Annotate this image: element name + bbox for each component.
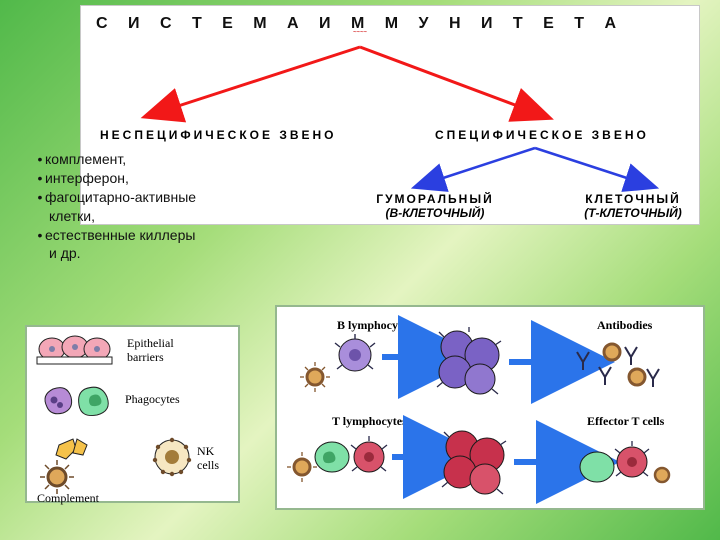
epithelial-label2: barriers bbox=[127, 350, 164, 364]
label-cellular: КЛЕТОЧНЫЙ (Т-КЛЕТОЧНЫЙ) bbox=[568, 192, 698, 220]
bullet-text: клетки, bbox=[45, 207, 95, 226]
bullet-item: •интерферон, bbox=[35, 169, 196, 188]
arrow-to-cellular bbox=[535, 148, 633, 180]
apc-icon bbox=[315, 442, 349, 472]
bullet-text: и др. bbox=[45, 244, 81, 263]
effector-t-label: Effector T cells bbox=[587, 414, 665, 428]
t-lymphocytes-label: T lymphocytes bbox=[332, 414, 407, 428]
label-specific: СПЕЦИФИЧЕСКОЕ ЗВЕНО bbox=[435, 128, 649, 142]
arrow-to-humoral bbox=[437, 148, 535, 180]
bullet-text: интерферон, bbox=[45, 169, 129, 188]
humoral-line1: ГУМОРАЛЬНЫЙ bbox=[376, 192, 493, 206]
b-cell-icon bbox=[335, 334, 375, 371]
bullet-text: фагоцитарно-активные bbox=[45, 188, 196, 207]
cellular-line1: КЛЕТОЧНЫЙ bbox=[585, 192, 681, 206]
b-lymphocytes-label: B lymphocytes bbox=[337, 318, 412, 332]
bullet-dot-icon: • bbox=[35, 188, 45, 207]
phagocytes-label: Phagocytes bbox=[125, 392, 180, 406]
b-cluster-icon bbox=[437, 327, 501, 394]
slide-root: С И С Т Е М А И М М У Н И Т Е Т А ~~~~ Н… bbox=[0, 0, 720, 540]
phagocytes-icon bbox=[45, 387, 108, 415]
nk-label1: NK bbox=[197, 444, 215, 458]
t-pathogen-icon bbox=[287, 452, 317, 482]
t-cluster-icon bbox=[442, 431, 506, 494]
bullet-text: естественные киллеры bbox=[45, 226, 195, 245]
humoral-line2: (В-КЛЕТОЧНЫЙ) bbox=[370, 206, 500, 220]
adaptive-cells-svg: B lymphocytes Antibodies bbox=[277, 307, 707, 512]
nk-cell-icon bbox=[153, 438, 191, 476]
bullet-text: комплемент, bbox=[45, 150, 126, 169]
antibodies-label: Antibodies bbox=[597, 318, 653, 332]
innate-cells-panel: Epithelial barriers Phagocytes bbox=[25, 325, 240, 503]
bullet-item: •фагоцитарно-активные bbox=[35, 188, 196, 207]
bullet-item: и др. bbox=[35, 244, 196, 263]
innate-cells-svg: Epithelial barriers Phagocytes bbox=[27, 327, 242, 505]
effector-t-icon bbox=[580, 441, 669, 482]
bullet-item: •естественные киллеры bbox=[35, 226, 196, 245]
epithelial-label: Epithelial bbox=[127, 336, 174, 350]
bullet-item: клетки, bbox=[35, 207, 196, 226]
arrow-to-nonspecific bbox=[172, 47, 360, 108]
label-humoral: ГУМОРАЛЬНЫЙ (В-КЛЕТОЧНЫЙ) bbox=[370, 192, 500, 220]
b-pathogen-icon bbox=[300, 362, 330, 392]
epithelial-cells-icon bbox=[37, 336, 112, 364]
bullet-dot-icon: • bbox=[35, 169, 45, 188]
bullet-dot-icon: • bbox=[35, 226, 45, 245]
arrow-to-specific bbox=[360, 47, 523, 108]
t-cell-icon bbox=[351, 436, 387, 472]
antibodies-icon bbox=[577, 344, 659, 387]
label-nonspecific: НЕСПЕЦИФИЧЕСКОЕ ЗВЕНО bbox=[100, 128, 337, 142]
nk-label2: cells bbox=[197, 458, 219, 472]
nonspecific-bullets: •комплемент,•интерферон,•фагоцитарно-акт… bbox=[35, 150, 196, 263]
bullet-dot-icon bbox=[35, 207, 45, 226]
complement-icon bbox=[40, 439, 87, 494]
adaptive-cells-panel: B lymphocytes Antibodies bbox=[275, 305, 705, 510]
cellular-line2: (Т-КЛЕТОЧНЫЙ) bbox=[568, 206, 698, 220]
bullet-item: •комплемент, bbox=[35, 150, 196, 169]
bullet-dot-icon: • bbox=[35, 150, 45, 169]
bullet-dot-icon bbox=[35, 244, 45, 263]
complement-label: Complement bbox=[37, 491, 100, 505]
